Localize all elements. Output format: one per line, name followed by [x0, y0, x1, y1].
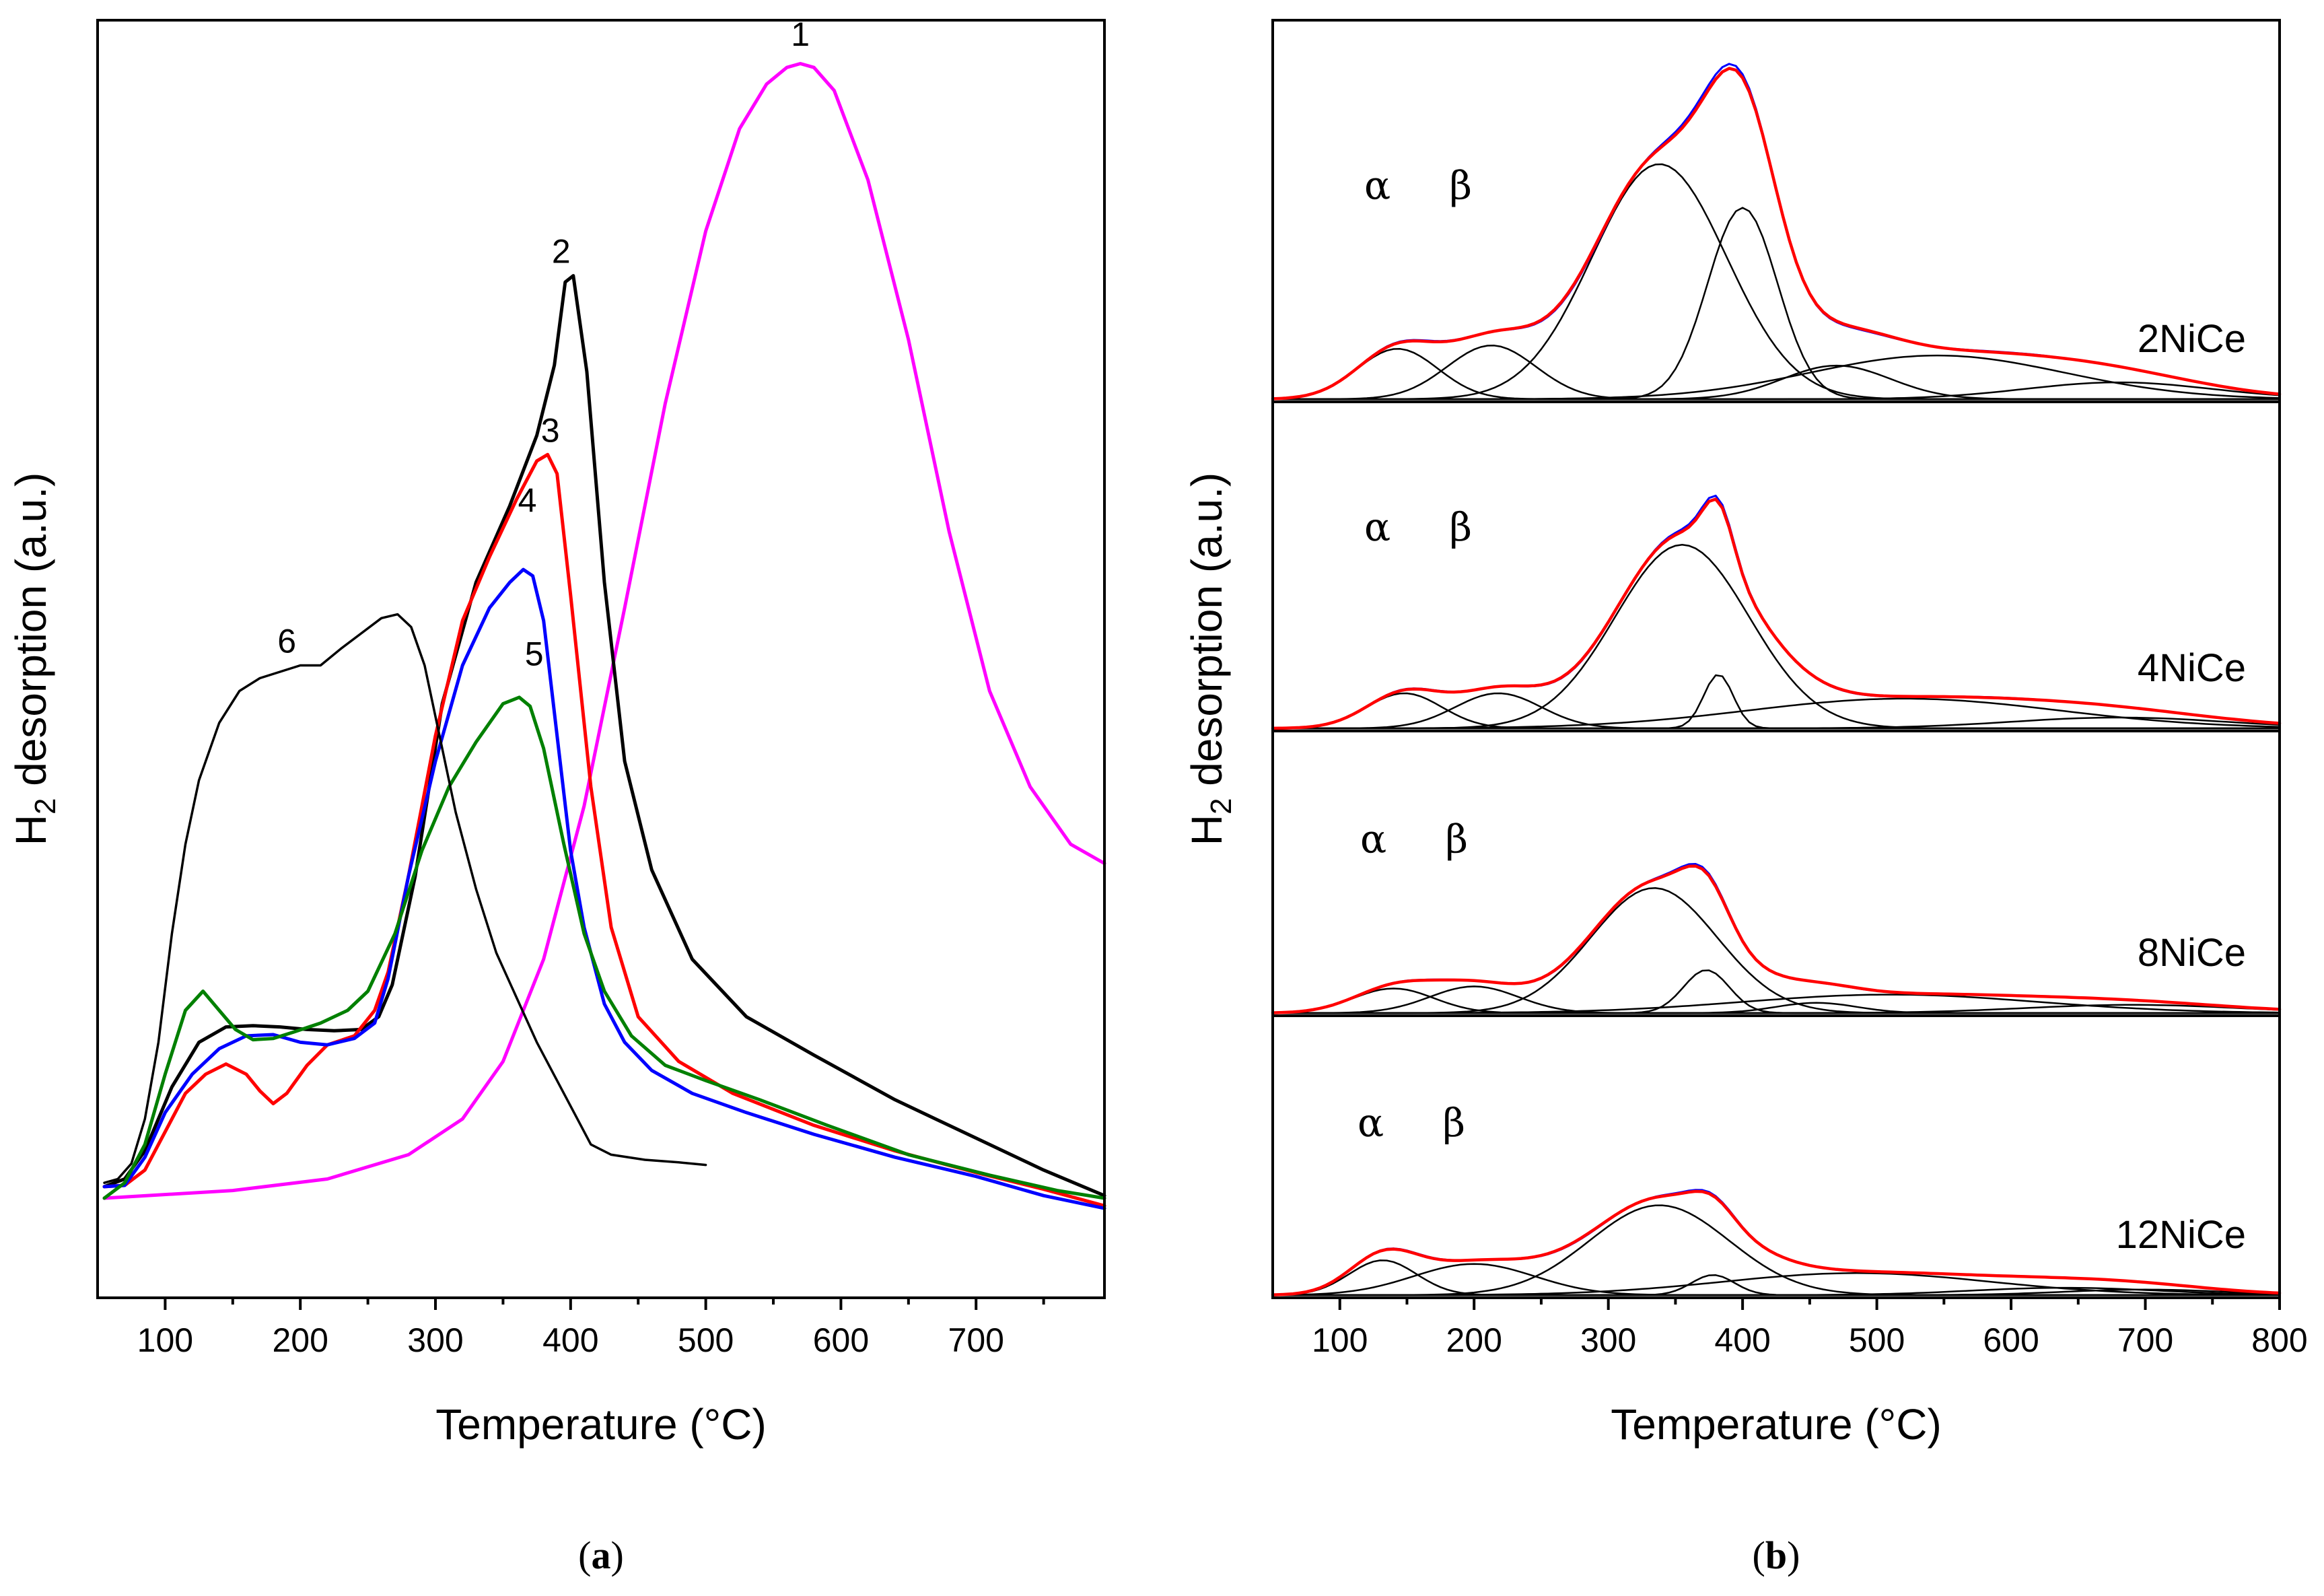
12NiCe-sample-label: 12NiCe	[2116, 1213, 2246, 1257]
4NiCe-experimental-line	[1271, 497, 2282, 730]
x-tick-label: 200	[1446, 1321, 1502, 1359]
x-tick-label: 700	[2117, 1321, 2173, 1359]
2NiCe-experimental-line	[1271, 67, 2282, 401]
x-tick-label: 100	[1312, 1321, 1368, 1359]
8NiCe-beta-label: β	[1446, 817, 1469, 862]
12NiCe-beta-label: β	[1443, 1100, 1466, 1146]
8NiCe-experimental-line	[1271, 864, 2282, 1014]
8NiCe-alpha-label: α	[1360, 817, 1386, 862]
4NiCe-component-peak	[1271, 692, 2281, 730]
2NiCe-component-peak	[1271, 381, 2281, 401]
y-axis-title-main: H	[7, 814, 55, 845]
8NiCe-sample-label: 8NiCe	[2138, 931, 2246, 975]
caption-close-paren: )	[1787, 1533, 1800, 1577]
12NiCe-component-peak	[1271, 1288, 2281, 1296]
2NiCe-alpha-label: α	[1364, 162, 1390, 208]
y-axis-title-rest: desorption (a.u.)	[7, 473, 55, 798]
x-tick-label: 300	[407, 1321, 463, 1359]
2NiCe-component-peak	[1271, 345, 2281, 401]
4NiCe-component-peak	[1271, 697, 2281, 730]
series-6-label: 6	[277, 623, 296, 660]
panel-caption: (b)	[1753, 1533, 1800, 1577]
series-5-line	[102, 695, 1106, 1200]
8NiCe-fitted-envelope-line	[1271, 863, 2281, 1014]
series-1-line	[102, 62, 1106, 1200]
2NiCe-component-peak	[1271, 207, 2281, 401]
y-axis-title: H2 desorption (a.u.)	[1183, 473, 1238, 846]
2NiCe-beta-label: β	[1449, 162, 1472, 208]
caption-letter: b	[1765, 1533, 1787, 1577]
x-tick-label: 600	[813, 1321, 869, 1359]
4NiCe-fitted-envelope-line	[1271, 494, 2281, 730]
panel-caption: (a)	[578, 1533, 624, 1577]
y-axis-title-main: H	[1183, 814, 1231, 845]
x-tick-label: 600	[1983, 1321, 2039, 1359]
caption-letter: a	[592, 1533, 611, 1577]
2NiCe-component-peak	[1271, 163, 2281, 401]
8NiCe-component-peak	[1271, 1004, 2281, 1014]
x-tick-label: 500	[678, 1321, 734, 1359]
series-2-line	[102, 274, 1106, 1198]
y-axis-title-rest: desorption (a.u.)	[1183, 473, 1231, 798]
y-axis-title: H2 desorption (a.u.)	[7, 473, 62, 846]
x-axis-title: Temperature (°C)	[1611, 1400, 1942, 1449]
x-tick-label: 500	[1849, 1321, 1905, 1359]
4NiCe-alpha-label: α	[1364, 504, 1390, 550]
2NiCe-component-peak	[1271, 348, 2281, 401]
x-tick-label: 100	[137, 1321, 193, 1359]
panel-b: α β 2NiCe α β 4NiCe α β 8NiCe α β 12NiCe 100 200 300 40…	[1183, 19, 2308, 1577]
series-3-line	[102, 452, 1106, 1208]
12NiCe-experimental-line	[1271, 1189, 2282, 1296]
x-tick-label: 800	[2251, 1321, 2307, 1359]
x-tick-label: 200	[272, 1321, 328, 1359]
y-axis-title-subscript: 2	[1205, 798, 1238, 814]
4NiCe-beta-label: β	[1449, 504, 1472, 550]
plot-frame	[1271, 19, 2281, 1299]
x-tick-label: 400	[1714, 1321, 1770, 1359]
12NiCe-alpha-label: α	[1358, 1100, 1384, 1146]
y-axis-title-subscript: 2	[29, 798, 62, 814]
x-tick-label: 700	[948, 1321, 1004, 1359]
x-tick-label: 300	[1580, 1321, 1636, 1359]
series-1-label: 1	[791, 15, 810, 53]
x-tick-label: 400	[542, 1321, 598, 1359]
plot-frame	[96, 19, 1106, 1299]
x-axis-title: Temperature (°C)	[435, 1400, 767, 1449]
series-3-label: 3	[541, 411, 560, 449]
2NiCe-sample-label: 2NiCe	[2138, 317, 2246, 361]
panel-a: 1 2 34 5 6 100 200 300 400 500 600 700 Temperature (…	[7, 15, 1106, 1577]
caption-close-paren: )	[611, 1533, 624, 1577]
8NiCe-component-peak	[1271, 994, 2281, 1014]
series-6-line	[103, 613, 707, 1184]
4NiCe-component-peak	[1271, 716, 2281, 730]
4NiCe-sample-label: 4NiCe	[2138, 646, 2246, 690]
caption-open-paren: (	[1753, 1533, 1765, 1577]
caption-open-paren: (	[578, 1533, 591, 1577]
12NiCe-component-peak	[1271, 1272, 2281, 1296]
2NiCe-component-peak	[1271, 354, 2281, 401]
series-4-line	[102, 567, 1106, 1210]
series-2-label: 2	[552, 233, 571, 271]
series-4-label: 4	[518, 482, 537, 520]
series-5-label: 5	[525, 635, 544, 672]
